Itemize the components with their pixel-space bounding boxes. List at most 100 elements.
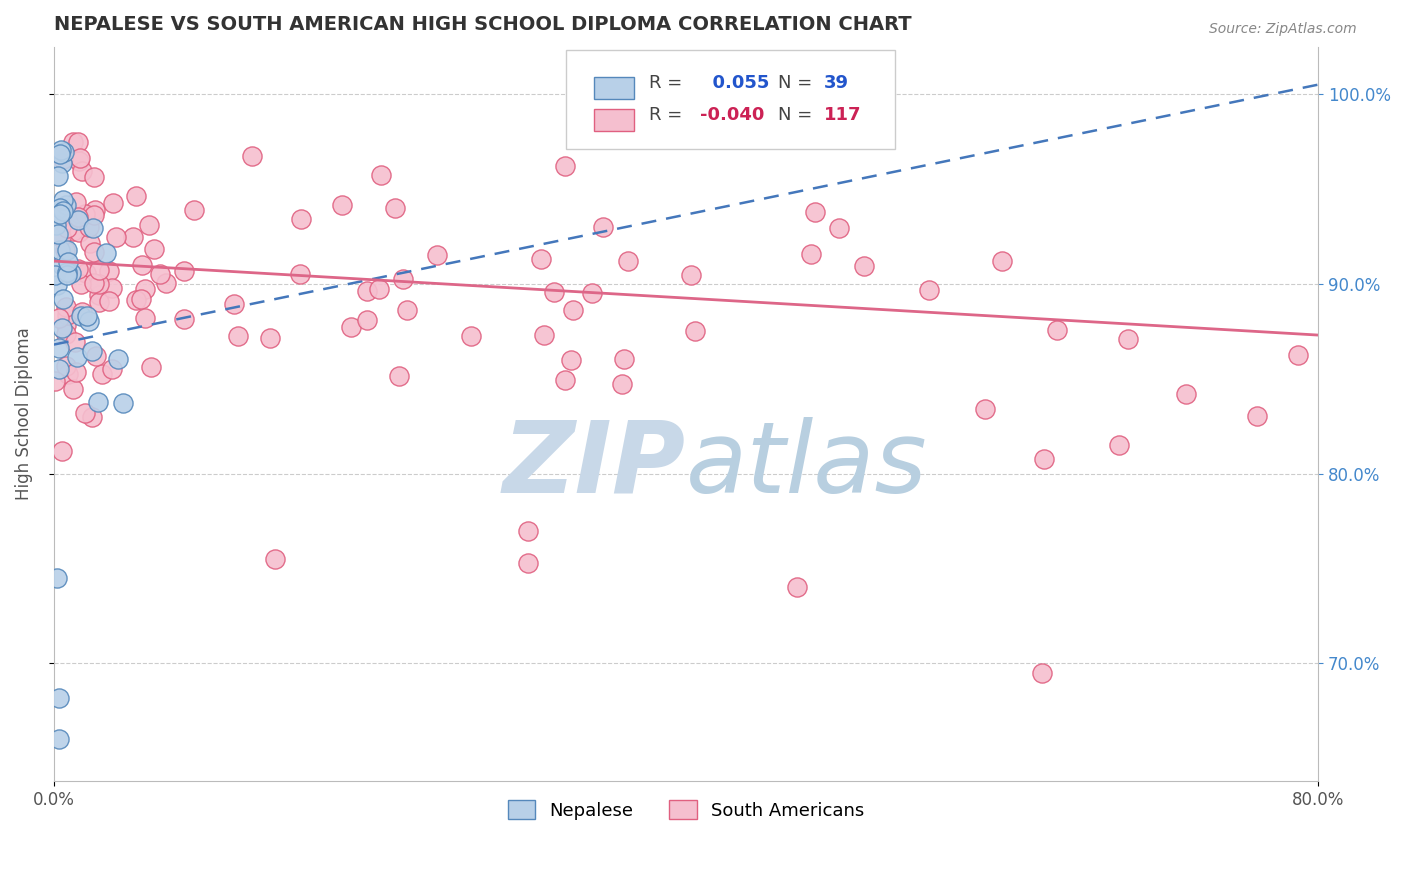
Point [155, 276, 177, 290]
Point [111, 396, 134, 410]
Point [52, 203, 75, 218]
Point [52, 194, 75, 208]
Point [72, 305, 94, 319]
Point [80, 343, 103, 358]
Point [48, 311, 70, 326]
Point [370, 168, 392, 182]
Point [66, 261, 89, 276]
Text: -0.040: -0.040 [700, 106, 765, 124]
Point [517, 556, 540, 570]
Point [530, 252, 553, 266]
Point [990, 254, 1012, 268]
Point [46, 227, 69, 242]
Point [259, 331, 281, 345]
Point [131, 258, 153, 272]
Point [55, 308, 77, 322]
Point [83, 208, 105, 222]
Point [89, 277, 111, 291]
Point [683, 325, 706, 339]
Point [69, 152, 91, 166]
Point [1108, 438, 1130, 452]
Point [48, 201, 70, 215]
Point [560, 352, 582, 367]
Point [48, 690, 70, 705]
Point [63, 334, 86, 349]
Point [142, 242, 165, 256]
Point [87, 262, 110, 277]
Point [1175, 387, 1198, 401]
Text: atlas: atlas [686, 417, 928, 514]
Point [83, 170, 105, 185]
Point [49, 207, 72, 221]
Point [1046, 323, 1069, 337]
Text: R =: R = [650, 74, 689, 92]
Point [384, 202, 406, 216]
Point [56, 221, 79, 235]
Point [1116, 332, 1139, 346]
Point [82, 221, 104, 235]
Point [46, 277, 69, 292]
Point [800, 247, 823, 261]
Point [89, 295, 111, 310]
Point [75, 406, 97, 420]
Point [55, 268, 77, 282]
Y-axis label: High School Diploma: High School Diploma [15, 327, 32, 500]
Point [1286, 348, 1309, 362]
Point [517, 524, 540, 538]
Point [173, 263, 195, 277]
Point [94, 245, 117, 260]
Point [581, 286, 603, 301]
Point [98, 263, 121, 277]
Point [77, 220, 100, 235]
Text: R =: R = [650, 106, 689, 124]
Point [543, 285, 565, 299]
Point [70, 309, 93, 323]
Point [48, 732, 70, 747]
Point [828, 221, 851, 235]
Point [60, 266, 83, 280]
Point [65, 365, 87, 379]
Point [339, 320, 361, 334]
FancyBboxPatch shape [593, 77, 634, 99]
Point [51, 321, 73, 335]
Point [131, 292, 153, 306]
Point [388, 369, 411, 384]
Point [55, 327, 77, 342]
Point [51, 156, 73, 170]
Point [53, 145, 76, 159]
Point [554, 159, 576, 173]
Point [62, 382, 84, 396]
Point [918, 284, 941, 298]
Point [83, 202, 105, 217]
Point [83, 276, 105, 290]
Point [460, 329, 482, 343]
Text: 39: 39 [824, 74, 849, 92]
Point [592, 219, 614, 234]
Point [70, 163, 93, 178]
Point [52, 292, 75, 306]
Point [426, 247, 449, 261]
Point [87, 395, 110, 409]
Point [80, 410, 103, 425]
Point [90, 368, 112, 382]
Point [392, 272, 415, 286]
Point [44, 268, 66, 283]
Point [62, 224, 84, 238]
Point [79, 236, 101, 251]
Point [98, 293, 121, 308]
Point [138, 219, 160, 233]
Point [134, 282, 156, 296]
Point [803, 205, 825, 219]
Point [974, 401, 997, 416]
Point [51, 143, 73, 157]
Point [79, 314, 101, 328]
Text: Source: ZipAtlas.com: Source: ZipAtlas.com [1209, 22, 1357, 37]
Point [104, 230, 127, 244]
Point [617, 254, 640, 268]
Point [48, 341, 70, 355]
Text: 0.055: 0.055 [700, 74, 769, 92]
Point [134, 311, 156, 326]
Point [290, 212, 312, 227]
Point [49, 243, 72, 257]
Point [222, 296, 245, 310]
